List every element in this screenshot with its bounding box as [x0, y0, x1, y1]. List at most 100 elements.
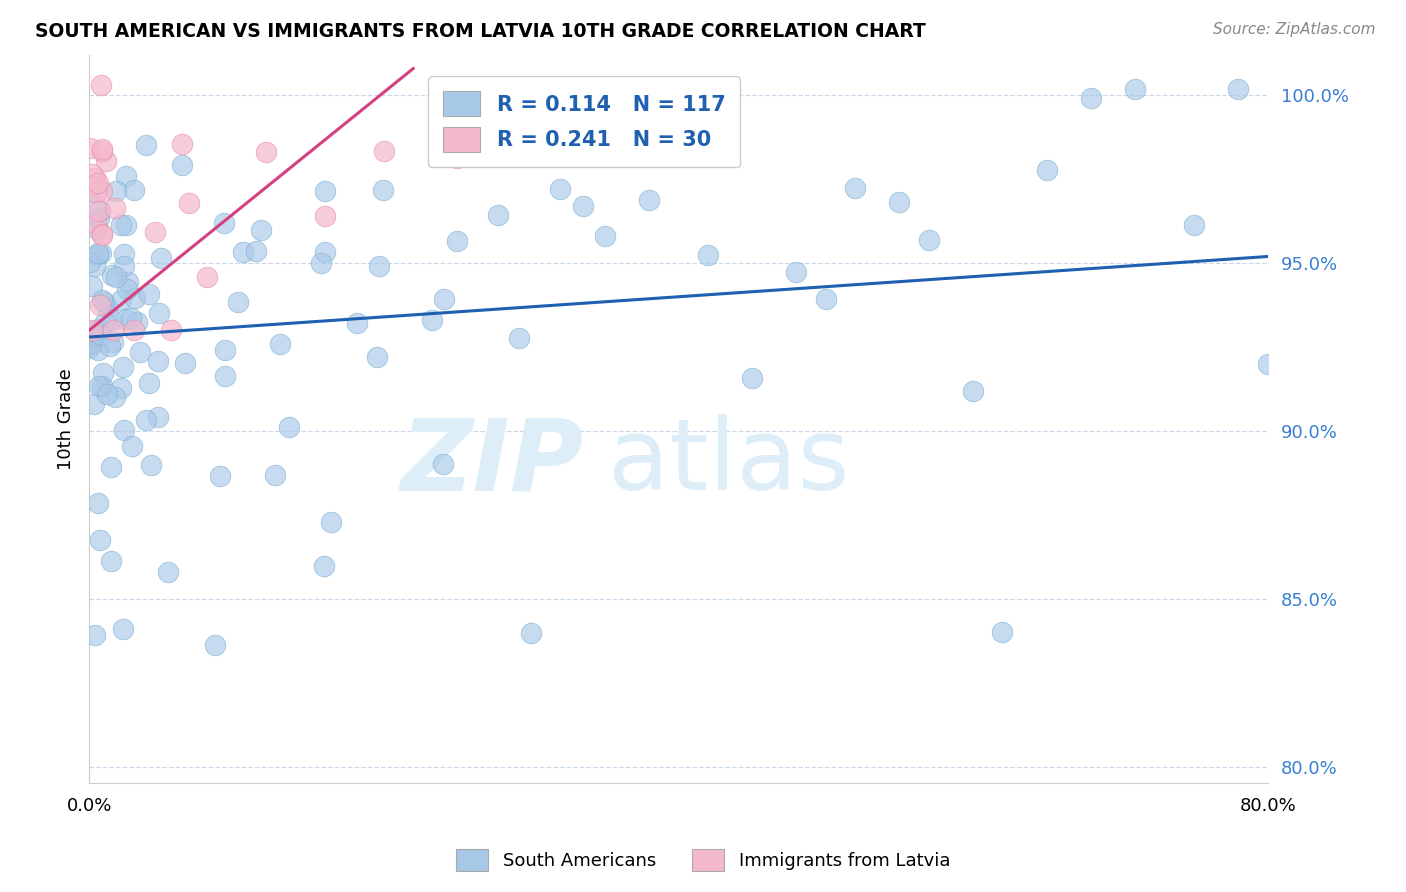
Text: Source: ZipAtlas.com: Source: ZipAtlas.com: [1212, 22, 1375, 37]
Point: [212, 216, 235, 230]
Point: [84, 217, 107, 231]
Point: [77, 325, 100, 339]
Point: [135, 137, 157, 152]
Point: [214, 343, 236, 358]
Point: [232, 245, 254, 260]
Point: [82, 336, 104, 351]
Point: [264, 468, 287, 483]
Point: [91, 366, 114, 380]
Point: [79, 141, 101, 155]
Point: [121, 439, 143, 453]
Point: [122, 323, 145, 337]
Point: [89, 321, 111, 335]
Point: [120, 310, 142, 325]
Point: [90, 227, 112, 241]
Point: [87, 176, 110, 190]
Point: [84, 628, 107, 642]
Point: [79, 337, 101, 351]
Point: [1123, 81, 1146, 95]
Point: [314, 209, 336, 223]
Point: [112, 259, 135, 273]
Point: [177, 196, 200, 211]
Point: [100, 459, 122, 474]
Point: [89, 203, 111, 218]
Point: [93, 295, 115, 310]
Point: [269, 336, 291, 351]
Point: [195, 269, 218, 284]
Point: [214, 369, 236, 384]
Point: [80, 167, 103, 181]
Point: [90, 142, 112, 156]
Point: [84, 185, 107, 199]
Point: [371, 183, 394, 197]
Point: [148, 306, 170, 320]
Point: [90, 246, 112, 260]
Point: [77, 341, 100, 355]
Point: [314, 244, 336, 259]
Point: [314, 184, 336, 198]
Point: [90, 78, 112, 93]
Point: [1035, 162, 1057, 177]
Point: [918, 233, 941, 247]
Point: [110, 381, 132, 395]
Point: [741, 370, 763, 384]
Point: [373, 145, 395, 159]
Point: [101, 312, 124, 326]
Point: [160, 323, 183, 337]
Point: [991, 624, 1014, 639]
Point: [101, 323, 124, 337]
Point: [89, 533, 111, 548]
Point: [96, 387, 118, 401]
Point: [520, 625, 543, 640]
Point: [112, 359, 135, 374]
Point: [98, 339, 121, 353]
Point: [486, 208, 509, 222]
Point: [844, 181, 866, 195]
Point: [278, 420, 301, 434]
Point: [110, 219, 132, 233]
Point: [87, 343, 110, 357]
Point: [96, 301, 118, 315]
Text: ZIP: ZIP: [401, 415, 583, 511]
Point: [83, 260, 105, 274]
Point: [114, 218, 136, 232]
Point: [90, 293, 112, 308]
Point: [139, 458, 162, 473]
Legend: South Americans, Immigrants from Latvia: South Americans, Immigrants from Latvia: [449, 842, 957, 879]
Point: [245, 244, 267, 259]
Point: [91, 184, 114, 198]
Point: [346, 316, 368, 330]
Point: [100, 268, 122, 283]
Point: [94, 315, 117, 329]
Point: [90, 145, 112, 159]
Text: SOUTH AMERICAN VS IMMIGRANTS FROM LATVIA 10TH GRADE CORRELATION CHART: SOUTH AMERICAN VS IMMIGRANTS FROM LATVIA…: [35, 22, 927, 41]
Point: [104, 270, 127, 285]
Point: [250, 223, 273, 237]
Point: [254, 145, 277, 160]
Point: [321, 515, 343, 529]
Point: [145, 225, 167, 239]
Point: [105, 184, 128, 198]
Text: atlas: atlas: [607, 415, 849, 511]
Legend: R = 0.114   N = 117, R = 0.241   N = 30: R = 0.114 N = 117, R = 0.241 N = 30: [427, 77, 740, 167]
Point: [446, 235, 468, 249]
Point: [1080, 91, 1102, 105]
Point: [1257, 357, 1279, 371]
Point: [87, 246, 110, 260]
Point: [114, 423, 136, 437]
Point: [170, 158, 193, 172]
Point: [115, 169, 138, 183]
Point: [204, 638, 226, 652]
Point: [1182, 218, 1205, 232]
Point: [1227, 81, 1250, 95]
Point: [89, 298, 111, 312]
Point: [638, 193, 661, 207]
Point: [572, 199, 595, 213]
Point: [309, 256, 332, 270]
Point: [80, 279, 103, 293]
Point: [90, 228, 112, 243]
Point: [593, 229, 616, 244]
Point: [87, 496, 110, 510]
Point: [100, 554, 122, 568]
Point: [117, 275, 139, 289]
